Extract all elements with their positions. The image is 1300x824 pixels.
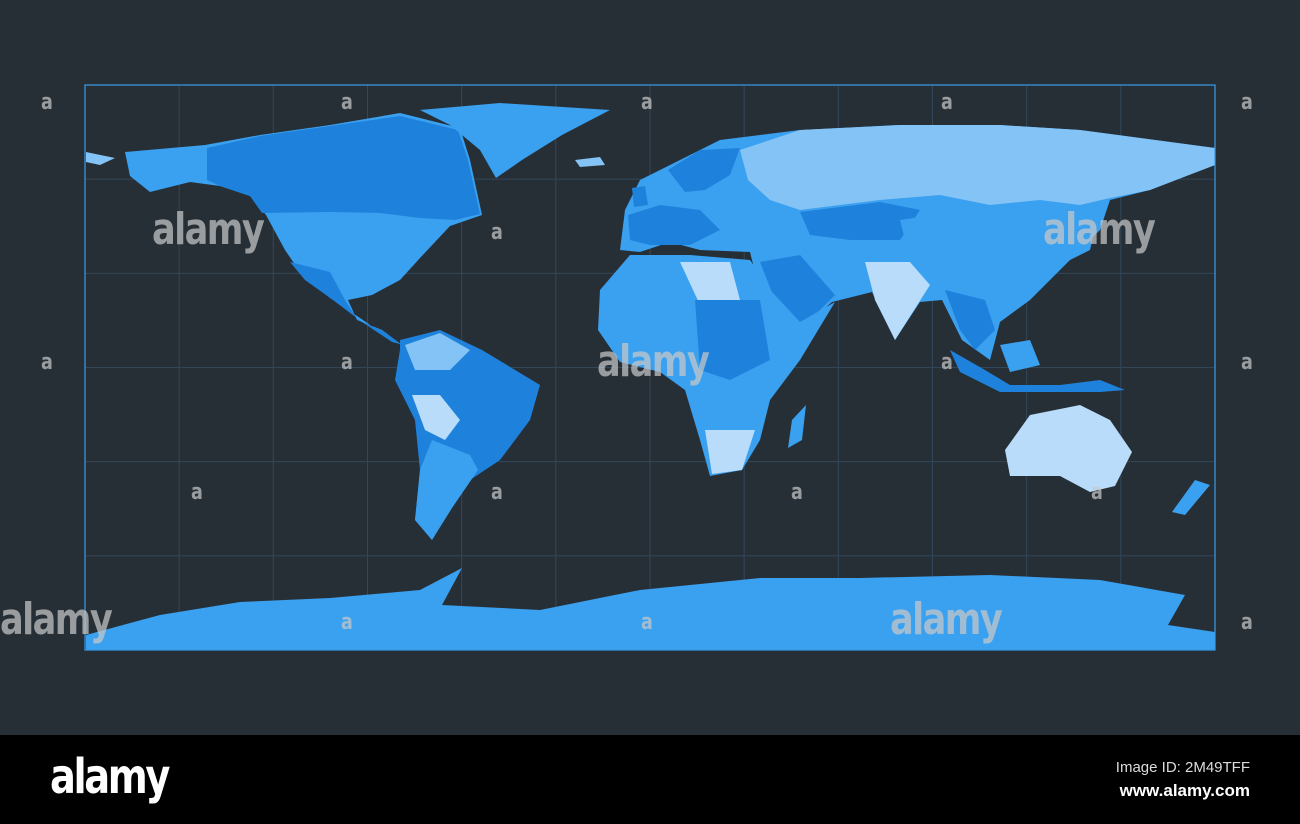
watermark: a [191,480,203,505]
watermark: a [341,610,353,635]
watermark: a [1241,350,1253,375]
argentina-chile [415,440,478,540]
watermark: a [341,350,353,375]
watermark: alamy [152,204,265,255]
watermark: alamy [597,336,710,387]
china [900,210,1060,300]
madagascar [788,405,806,448]
watermark: a [41,350,53,375]
image-id: Image ID: 2M49TFF [1115,759,1250,776]
map-frame [84,84,1216,651]
colombia-venezuela [405,333,470,370]
land [86,103,1215,650]
scandinavia [668,148,740,192]
central-asia [800,202,920,240]
watermark: a [791,480,803,505]
watermark: a [641,90,653,115]
watermark: a [1241,90,1253,115]
watermark: a [341,90,353,115]
site-url[interactable]: www.alamy.com [1119,781,1250,800]
indonesia [950,350,1125,392]
mexico-central-america [290,262,400,344]
canada [207,116,480,220]
watermark: a [641,610,653,635]
antarctica [86,568,1215,650]
footer-bar: alamy Image ID: 2M49TFF www.alamy.com [0,735,1300,824]
greenland [420,103,610,178]
watermark: a [491,220,503,245]
watermark: a [941,350,953,375]
central-africa [695,300,770,380]
india [865,262,930,340]
world-map [84,84,1216,651]
sahara-north [680,262,740,305]
philippines-borneo [1000,340,1040,372]
watermark: a [941,90,953,115]
southeast-asia [945,290,995,350]
watermark: alamy [890,594,1003,645]
middle-east [760,255,835,330]
watermark: a [1241,610,1253,635]
watermark: a [41,90,53,115]
watermark: alamy [0,594,113,645]
australia [1005,405,1132,492]
alamy-logo: alamy [50,749,170,805]
western-europe [628,205,720,245]
japan [1060,205,1098,265]
iceland [575,157,605,167]
new-zealand [1172,480,1210,515]
uk [632,186,648,207]
southern-africa [705,430,755,474]
watermark: alamy [1043,204,1156,255]
alaska-tip [86,152,115,165]
bolivia-peru [412,395,460,440]
russia [740,125,1215,210]
watermark: a [1091,480,1103,505]
watermark: a [491,480,503,505]
